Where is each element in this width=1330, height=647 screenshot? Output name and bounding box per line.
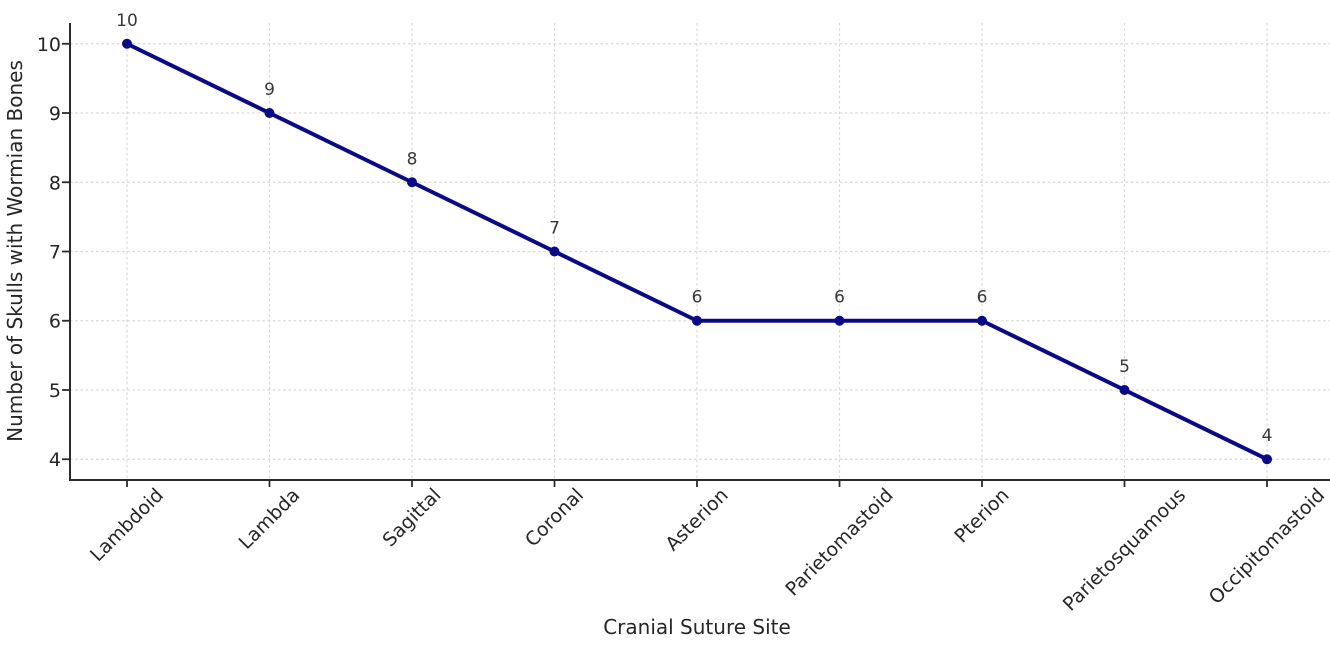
y-tick-label: 7 (49, 242, 61, 264)
data-point (834, 315, 845, 326)
x-tick-label: Parietomastoid (781, 484, 897, 600)
data-point-labels: 10 9 8 7 6 6 6 5 4 (116, 11, 1272, 446)
y-tick-label: 9 (49, 103, 61, 125)
x-tick-label: Lambda (235, 484, 305, 554)
y-tick-label: 8 (49, 172, 61, 194)
data-point (977, 315, 987, 326)
x-tick-label: Lambdoid (86, 484, 168, 566)
x-tick-label: Coronal (521, 484, 588, 551)
data-point-label: 4 (1262, 426, 1273, 446)
x-tick-label: Occipitomastoid (1205, 484, 1329, 608)
x-axis-title: Cranial Suture Site (603, 615, 791, 639)
x-tick-label: Parietosquamous (1059, 484, 1190, 615)
data-point (692, 315, 702, 326)
data-point (407, 177, 417, 188)
data-point (1119, 384, 1130, 395)
tick-marks (62, 42, 1268, 487)
data-point-label: 6 (977, 288, 988, 308)
y-tick-label: 5 (49, 380, 61, 402)
x-tick-label: Asterion (661, 484, 732, 555)
data-point-label: 6 (692, 288, 703, 308)
data-point (1262, 454, 1272, 465)
data-point-label: 10 (116, 11, 138, 31)
y-tick-label: 6 (49, 311, 61, 333)
x-tick-label: Sagittal (378, 484, 445, 551)
data-point (122, 38, 132, 49)
x-axis-tick-labels: Lambdoid Lambda Sagittal Coronal Asterion Par… (86, 484, 1329, 615)
data-point (264, 108, 275, 119)
data-point-label: 9 (264, 80, 275, 100)
data-point (549, 246, 560, 257)
data-point-label: 6 (834, 288, 845, 308)
x-tick-label: Pterion (950, 484, 1013, 547)
data-point-label: 7 (549, 219, 560, 239)
y-tick-label: 4 (49, 449, 61, 471)
y-tick-label: 10 (37, 34, 61, 56)
gridlines (70, 23, 1330, 480)
data-point-label: 5 (1119, 357, 1130, 377)
y-axis-title: Number of Skulls with Wormian Bones (3, 60, 27, 442)
data-series (122, 38, 1272, 465)
y-axis-tick-labels: 4 5 6 7 8 9 10 (37, 34, 61, 471)
data-point-label: 8 (407, 149, 418, 169)
